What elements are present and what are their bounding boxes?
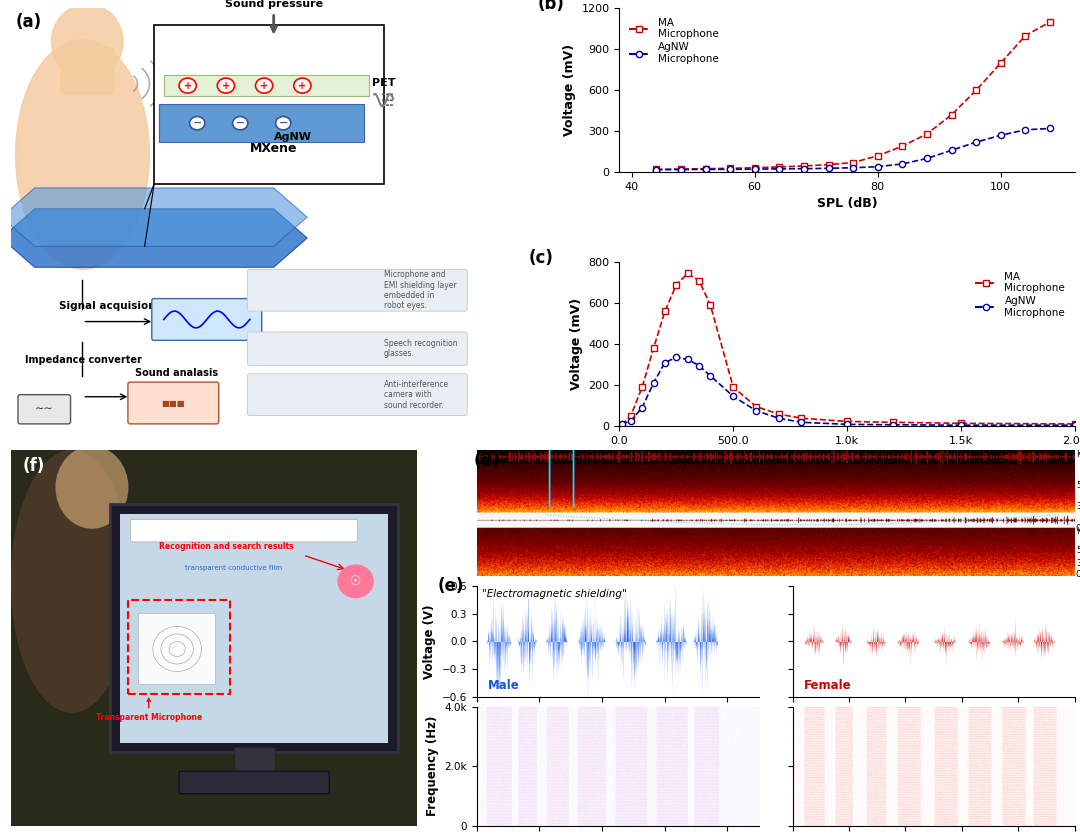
- Ellipse shape: [15, 40, 149, 269]
- Ellipse shape: [11, 450, 133, 713]
- Circle shape: [256, 78, 273, 93]
- FancyBboxPatch shape: [179, 771, 329, 794]
- Y-axis label: Voltage (V): Voltage (V): [423, 604, 436, 679]
- Text: ■■■: ■■■: [162, 399, 185, 408]
- Ellipse shape: [55, 446, 129, 529]
- Circle shape: [190, 117, 205, 130]
- Text: KHz: KHz: [1076, 450, 1080, 460]
- Circle shape: [294, 78, 311, 93]
- Text: Sound pressure: Sound pressure: [225, 0, 323, 9]
- Text: (d): (d): [474, 452, 501, 470]
- FancyBboxPatch shape: [110, 505, 399, 752]
- Text: MXene: MXene: [249, 143, 297, 155]
- FancyBboxPatch shape: [18, 394, 70, 424]
- Text: Speech recognition
glasses.: Speech recognition glasses.: [383, 339, 457, 359]
- FancyBboxPatch shape: [120, 514, 388, 743]
- Text: Female: Female: [804, 680, 851, 692]
- Text: transparent conductive film: transparent conductive film: [186, 565, 283, 571]
- Y-axis label: Frequency (Hz): Frequency (Hz): [426, 716, 438, 816]
- Text: Signal acquision: Signal acquision: [58, 301, 156, 311]
- Polygon shape: [159, 104, 364, 142]
- Text: (a): (a): [15, 13, 42, 31]
- FancyBboxPatch shape: [234, 746, 274, 776]
- Text: −: −: [235, 118, 245, 128]
- Circle shape: [337, 565, 374, 598]
- Text: Anti-interference
camera with
sound recorder.: Anti-interference camera with sound reco…: [383, 379, 448, 409]
- Text: −: −: [279, 118, 288, 128]
- Circle shape: [275, 117, 291, 130]
- Y-axis label: Voltage (mV): Voltage (mV): [563, 44, 576, 136]
- Text: 3: 3: [1076, 559, 1080, 568]
- Text: +: +: [184, 81, 192, 91]
- Text: +: +: [298, 81, 307, 91]
- Text: +: +: [260, 81, 268, 91]
- FancyBboxPatch shape: [247, 332, 468, 365]
- Text: 5: 5: [1076, 480, 1080, 490]
- Text: Sound analasis: Sound analasis: [135, 368, 218, 378]
- Text: 3: 3: [1076, 502, 1080, 511]
- Legend: MA
Microphone, AgNW
Microphone: MA Microphone, AgNW Microphone: [971, 268, 1069, 322]
- FancyBboxPatch shape: [154, 25, 383, 183]
- Text: (c): (c): [528, 249, 553, 267]
- Text: (e): (e): [437, 577, 463, 595]
- Text: 0: 0: [1076, 570, 1080, 580]
- Text: AgNW: AgNW: [273, 132, 312, 142]
- FancyBboxPatch shape: [60, 48, 113, 94]
- Ellipse shape: [52, 4, 123, 79]
- Text: KHz: KHz: [1076, 527, 1080, 536]
- Text: ☉: ☉: [350, 575, 362, 588]
- FancyBboxPatch shape: [131, 520, 357, 542]
- Text: 5: 5: [1076, 546, 1080, 555]
- Text: +: +: [221, 81, 230, 91]
- Text: Recognition and search results: Recognition and search results: [159, 542, 293, 551]
- Circle shape: [179, 78, 197, 93]
- X-axis label: Frequency (Hz): Frequency (Hz): [794, 451, 901, 465]
- Text: (b): (b): [538, 0, 565, 13]
- Circle shape: [217, 78, 234, 93]
- Text: Impedance converter: Impedance converter: [25, 355, 141, 365]
- Circle shape: [232, 117, 248, 130]
- X-axis label: SPL (dB): SPL (dB): [816, 198, 877, 210]
- Polygon shape: [164, 75, 369, 96]
- Text: −: −: [192, 118, 202, 128]
- Y-axis label: Voltage (mV): Voltage (mV): [570, 298, 583, 390]
- FancyBboxPatch shape: [152, 299, 261, 340]
- Text: Transparent Microphone: Transparent Microphone: [96, 698, 202, 722]
- Text: (f): (f): [23, 457, 45, 475]
- Polygon shape: [1, 188, 307, 246]
- Text: Microphone and
EMI shielding layer
embedded in
robot eyes.: Microphone and EMI shielding layer embed…: [383, 270, 456, 310]
- Text: Male: Male: [488, 680, 519, 692]
- Text: ∼∼: ∼∼: [35, 404, 54, 414]
- FancyBboxPatch shape: [127, 382, 219, 424]
- Text: "Electromagnetic shielding": "Electromagnetic shielding": [483, 589, 627, 599]
- Polygon shape: [1, 208, 307, 267]
- Text: ┇┇┇: ┇┇┇: [381, 88, 392, 105]
- Text: 0: 0: [1076, 524, 1080, 533]
- Legend: MA
Microphone, AgNW
Microphone: MA Microphone, AgNW Microphone: [624, 13, 723, 68]
- FancyBboxPatch shape: [138, 613, 216, 685]
- Text: PET: PET: [372, 78, 395, 88]
- FancyBboxPatch shape: [247, 374, 468, 415]
- FancyBboxPatch shape: [247, 269, 468, 311]
